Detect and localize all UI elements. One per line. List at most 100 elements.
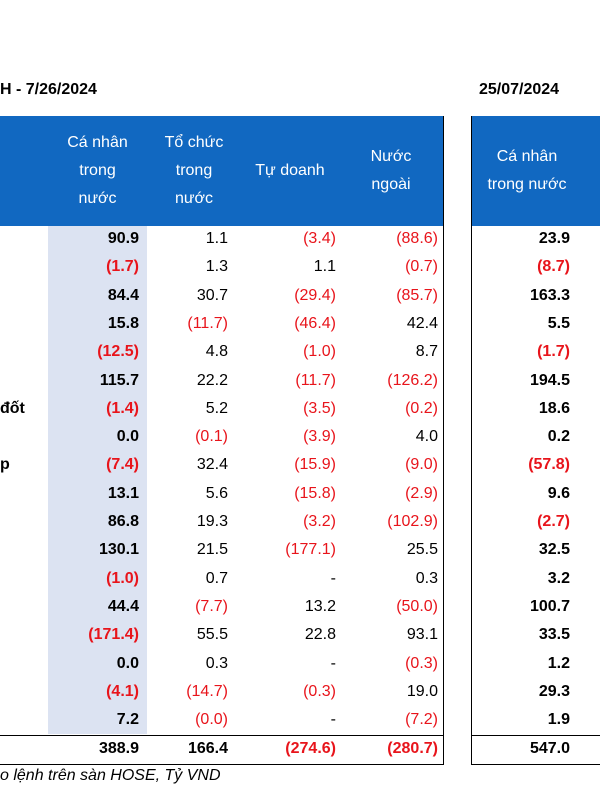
cell-individual-domestic-prev: 163.3 [529,286,570,304]
header-band-right: Cá nhân trong nước [471,116,600,226]
total-individual-domestic: 388.9 [98,740,139,757]
table-row: 0.0 0.3 - (0.3) 1.2 [0,651,600,679]
cell-proprietary: (3.4) [303,230,336,247]
cell-institution-domestic: 5.6 [205,484,228,502]
cell-individual-domestic-prev: (1.7) [537,343,570,361]
cell-individual-domestic-prev: 23.9 [538,230,570,247]
table-row: 15.8 (11.7) (46.4) 42.4 5.5 [0,311,600,339]
cell-foreign: 42.4 [406,314,438,332]
cell-foreign: (126.2) [387,371,438,389]
cell-individual-domestic-prev: 32.5 [538,541,570,559]
cell-individual-domestic: 130.1 [98,541,139,559]
cell-individual-domestic-prev: 0.2 [547,428,570,446]
cell-proprietary: (15.8) [294,484,336,502]
table-row: (1.7) 1.3 1.1 (0.7) (8.7) [0,254,600,282]
footnote: o lệnh trên sàn HOSE, Tỷ VND [0,767,221,784]
total-individual-domestic-prev: 547.0 [529,740,570,757]
header-individual-domestic-prev: Cá nhân trong nước [487,148,567,193]
cell-foreign: 0.3 [415,569,438,587]
total-proprietary: (274.6) [285,740,336,757]
cell-foreign: (0.3) [405,654,438,672]
table-row: đốt (1.4) 5.2 (3.5) (0.2) 18.6 [0,396,600,424]
cell-individual-domestic: 90.9 [107,230,139,247]
cell-institution-domestic: 21.5 [196,541,228,559]
cell-institution-domestic: 1.3 [205,258,228,276]
cell-institution-domestic: (14.7) [186,682,228,700]
cell-proprietary: (177.1) [285,541,336,559]
cell-individual-domestic: 115.7 [99,371,139,389]
table-row: (12.5) 4.8 (1.0) 8.7 (1.7) [0,339,600,367]
cell-individual-domestic: 0.0 [116,428,139,446]
cell-foreign: 19.0 [406,682,438,700]
cell-institution-domestic: 0.7 [205,569,228,587]
cell-institution-domestic: 30.7 [196,286,228,304]
cell-individual-domestic: 84.4 [107,286,139,304]
cell-proprietary: (11.7) [295,371,336,389]
cell-proprietary: (0.3) [303,682,336,700]
cell-institution-domestic: 32.4 [196,456,228,474]
table-row: (171.4) 55.5 22.8 93.1 33.5 [0,622,600,650]
cell-individual-domestic: 0.0 [116,654,139,672]
header-individual-domestic: Cá nhân trong nước [67,134,128,207]
cell-foreign: (7.2) [405,711,438,729]
table-title-right: 25/07/2024 [479,81,560,98]
cell-foreign: 93.1 [406,626,438,644]
cell-individual-domestic-prev: 18.6 [538,399,570,417]
cell-institution-domestic: 0.3 [205,654,228,672]
cell-individual-domestic: (1.0) [106,569,139,587]
header-proprietary: Tự doanh [255,162,325,179]
cell-individual-domestic-prev: 1.9 [547,711,570,729]
cell-individual-domestic-prev: 29.3 [538,682,570,700]
total-divider-right [471,735,600,736]
cell-individual-domestic: (7.4) [106,456,139,474]
cell-individual-domestic-prev: 5.5 [547,314,570,332]
cell-proprietary: 22.8 [304,626,336,644]
cell-institution-domestic: 55.5 [196,626,228,644]
cell-individual-domestic: (12.5) [97,343,139,361]
cell-individual-domestic: (1.4) [106,399,139,417]
cell-individual-domestic-prev: 100.7 [529,597,570,615]
cell-individual-domestic-prev: (8.7) [537,258,570,276]
cell-individual-domestic: (171.4) [88,626,139,644]
table-border-left-right [443,116,444,765]
cell-institution-domestic: 1.1 [205,230,228,247]
cell-individual-domestic: (1.7) [106,258,139,276]
cell-foreign: 4.0 [415,428,438,446]
cell-foreign: 25.5 [406,541,438,559]
cell-institution-domestic: (0.1) [195,428,228,446]
cell-individual-domestic: 7.2 [116,711,139,729]
table-row: 0.0 (0.1) (3.9) 4.0 0.2 [0,424,600,452]
cell-foreign: (0.2) [405,399,438,417]
header-institution-domestic: Tổ chức trong nước [164,134,224,207]
highlight-column [48,226,147,734]
table-title-left: H - 7/26/2024 [0,81,97,98]
cell-proprietary: - [330,654,336,672]
cell-foreign: (0.7) [405,258,438,276]
cell-foreign: (9.0) [405,456,438,474]
total-institution-domestic: 166.4 [187,740,228,757]
cell-proprietary: - [330,711,336,729]
table-row: 84.4 30.7 (29.4) (85.7) 163.3 [0,283,600,311]
cell-individual-domestic-prev: 194.5 [529,371,570,389]
total-foreign: (280.7) [387,740,438,757]
cell-institution-domestic: (0.0) [195,711,228,729]
cell-institution-domestic: (11.7) [187,314,228,332]
cell-individual-domestic: 15.8 [107,314,139,332]
cell-foreign: (102.9) [387,513,438,530]
table-row: 90.9 1.1 (3.4) (88.6) 23.9 [0,226,600,254]
cell-institution-domestic: 19.3 [196,513,228,530]
table-row: 130.1 21.5 (177.1) 25.5 32.5 [0,537,600,565]
total-row: 388.9 166.4 (274.6) (280.7) 547.0 [0,736,600,764]
table-row: 7.2 (0.0) - (7.2) 1.9 [0,707,600,735]
cell-proprietary: (46.4) [294,314,336,332]
cell-proprietary: - [330,569,336,587]
cell-proprietary: 1.1 [313,258,336,276]
table-row: (4.1) (14.7) (0.3) 19.0 29.3 [0,679,600,707]
cell-individual-domestic-prev: 33.5 [538,626,570,644]
cell-foreign: 8.7 [415,343,438,361]
cell-institution-domestic: 5.2 [205,399,228,417]
table-row: (1.0) 0.7 - 0.3 3.2 [0,566,600,594]
cell-proprietary: (29.4) [294,286,336,304]
cell-proprietary: (3.9) [303,428,336,446]
table-row: 44.4 (7.7) 13.2 (50.0) 100.7 [0,594,600,622]
